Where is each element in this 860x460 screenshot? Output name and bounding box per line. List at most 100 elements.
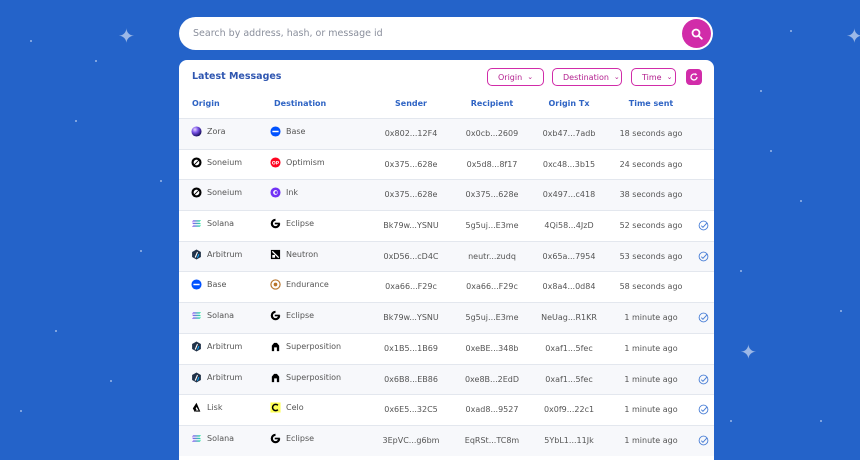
delivered-check-icon [698, 374, 709, 385]
origin-tx-cell: 0xc48...3b15 [542, 159, 596, 169]
time-cell: 1 minute ago [624, 435, 678, 445]
time-cell: 58 seconds ago [619, 282, 683, 292]
latest-messages-card: Latest Messages Origin ⌄ Destination ⌄ T… [179, 60, 714, 460]
search-input[interactable] [193, 17, 713, 50]
origin-tx-cell: 0x0f9...22c1 [543, 405, 595, 415]
recipient-cell: 5g5uj...E3me [465, 313, 519, 323]
delivered-check-icon [698, 435, 709, 446]
sender-cell: Bk79w...YSNU [383, 313, 439, 323]
recipient-cell: 0xe8B...2EdD [464, 374, 520, 384]
recipient-cell: 5g5uj...E3me [465, 221, 519, 231]
eclipse-icon [270, 310, 281, 321]
arbitrum-icon [191, 341, 202, 352]
origin-tx-cell: 0x65a...7954 [542, 251, 596, 261]
soneium-icon [191, 157, 202, 168]
destination-chain: Celo [270, 402, 304, 413]
time-cell: 1 minute ago [624, 313, 678, 323]
table-row[interactable]: Solana Eclipse Bk79w...YSNU 5g5uj...E3me NeU… [179, 302, 714, 333]
origin-chain-label: Solana [207, 433, 235, 443]
origin-tx-cell: 0x8a4...0d84 [542, 282, 596, 292]
recipient-cell: 0xad8...9527 [465, 405, 519, 415]
table-row[interactable]: Lisk Celo 0x6E5...32C5 0xad8...9527 0x0f9...… [179, 394, 714, 425]
destination-chain-label: Superposition [286, 341, 342, 351]
destination-chain: Eclipse [270, 310, 314, 321]
origin-chain-label: Soneium [207, 157, 243, 167]
origin-chain-label: Arbitrum [207, 249, 243, 259]
table-row[interactable]: Arbitrum Superposition 0x1B5...1B69 0xeBE..… [179, 332, 714, 364]
origin-chain-label: Lisk [207, 403, 223, 413]
recipient-cell: 0xa66...F29c [466, 282, 518, 292]
arbitrum-icon [191, 249, 202, 260]
col-destination[interactable]: Destination [274, 99, 327, 108]
destination-chain: Base [270, 126, 305, 137]
origin-chain-label: Arbitrum [207, 341, 243, 351]
time-cell: 18 seconds ago [619, 129, 683, 138]
refresh-button[interactable] [686, 69, 702, 85]
col-recipient[interactable]: Recipient [470, 99, 514, 108]
lisk-icon [191, 402, 202, 413]
sender-cell: Bk79w...YSNU [383, 221, 439, 231]
table-row[interactable]: Arbitrum Neutron 0xD56...cD4C neutr...zudq 0… [179, 240, 714, 272]
endurance-icon [270, 279, 281, 291]
table-row[interactable]: Arbitrum Superposition 0x6B8...EB86 0xe8B..… [179, 363, 714, 395]
search-button[interactable] [682, 19, 711, 48]
time-filter-label: Time [642, 72, 662, 82]
neutron-icon [270, 249, 281, 260]
time-filter[interactable]: Time ⌄ [631, 68, 676, 86]
origin-chain-label: Solana [207, 311, 235, 321]
recipient-cell: neutr...zudq [468, 251, 516, 261]
table-header: Origin Destination Sender Recipient Orig… [179, 94, 714, 118]
solana-icon [191, 310, 202, 321]
origin-chain-label: Solana [207, 219, 235, 229]
destination-chain-label: Neutron [286, 249, 319, 259]
origin-chain: Base [191, 279, 226, 290]
time-cell: 1 minute ago [624, 405, 678, 415]
recipient-cell: 0x0cb...2609 [465, 129, 519, 138]
time-cell: 38 seconds ago [619, 190, 683, 200]
origin-chain: Soneium [191, 187, 242, 198]
recipient-cell: 0x5d8...8f17 [466, 159, 518, 169]
destination-chain-label: Eclipse [286, 433, 315, 443]
col-time-sent[interactable]: Time sent [628, 99, 674, 108]
destination-chain: Endurance [270, 279, 329, 291]
destination-chain: Eclipse [270, 218, 314, 229]
sender-cell: 0x6E5...32C5 [384, 405, 438, 415]
col-origin[interactable]: Origin [192, 99, 220, 108]
sender-cell: 0x802...12F4 [384, 129, 438, 138]
table-row[interactable]: Zora Base 0x802...12F4 0x0cb...2609 0xb47...… [179, 118, 714, 149]
table-row[interactable]: Soneium OP Optimism 0x375...628e 0x5d8...8f1… [179, 148, 714, 180]
col-origin-tx[interactable]: Origin Tx [548, 99, 590, 108]
col-sender[interactable]: Sender [395, 99, 427, 108]
destination-chain: Eclipse [270, 433, 314, 444]
origin-tx-cell: 0xb47...7adb [542, 129, 596, 138]
table-row[interactable]: Solana Eclipse 3EpVC...g6bm EqRSt...TC8m 5Yb… [179, 424, 714, 456]
destination-filter[interactable]: Destination ⌄ [552, 68, 622, 86]
table-body: Zora Base 0x802...12F4 0x0cb...2609 0xb47...… [179, 118, 714, 456]
destination-chain-label: Eclipse [286, 219, 315, 229]
celo-icon [270, 402, 281, 413]
table-row[interactable]: Base Endurance 0xa66...F29c 0xa66...F29c 0x8… [179, 271, 714, 302]
origin-filter[interactable]: Origin ⌄ [487, 68, 544, 86]
time-cell: 1 minute ago [624, 374, 678, 384]
card-header: Latest Messages Origin ⌄ Destination ⌄ T… [179, 60, 714, 94]
chevron-down-icon: ⌄ [613, 73, 620, 81]
destination-chain-label: Optimism [286, 157, 325, 167]
search-bar[interactable] [179, 17, 713, 50]
delivered-check-icon [698, 220, 709, 231]
svg-text:OP: OP [272, 160, 280, 166]
destination-chain-label: Superposition [286, 372, 342, 382]
table-row[interactable]: Solana Eclipse Bk79w...YSNU 5g5uj...E3me 4Qi… [179, 210, 714, 241]
delivered-check-icon [698, 404, 709, 415]
destination-chain: Superposition [270, 341, 341, 352]
time-cell: 53 seconds ago [619, 251, 683, 261]
origin-chain: Lisk [191, 402, 222, 413]
time-cell: 52 seconds ago [619, 221, 683, 231]
eclipse-icon [270, 433, 281, 444]
ink-icon [270, 187, 281, 198]
superposition-icon [270, 341, 281, 352]
sender-cell: 0x375...628e [384, 159, 438, 169]
card-title: Latest Messages [192, 71, 282, 82]
table-row[interactable]: Soneium Ink 0x375...628e 0x375...628e 0x497.… [179, 179, 714, 211]
origin-tx-cell: 0xaf1...5fec [545, 343, 593, 353]
eclipse-icon [270, 218, 281, 229]
